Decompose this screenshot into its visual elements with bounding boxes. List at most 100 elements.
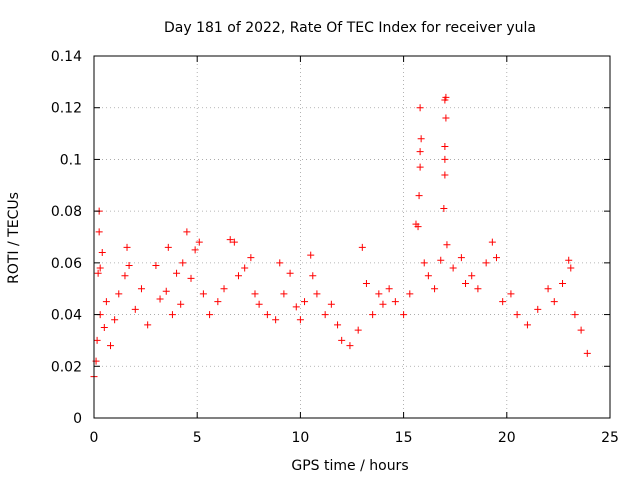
data-point: [276, 259, 284, 267]
data-point: [93, 336, 101, 344]
data-point: [442, 93, 450, 101]
data-point: [457, 254, 465, 262]
y-tick-label: 0: [73, 411, 82, 427]
data-point: [137, 285, 145, 293]
y-tick-label: 0.06: [51, 256, 82, 272]
data-point: [214, 298, 222, 306]
data-point: [115, 290, 123, 298]
data-point: [415, 192, 423, 200]
data-point: [309, 272, 317, 280]
data-point: [482, 259, 490, 267]
data-point: [559, 280, 567, 288]
data-point: [206, 311, 214, 319]
chart-title: Day 181 of 2022, Rate Of TEC Index for r…: [164, 20, 536, 36]
data-point: [107, 342, 115, 350]
data-point: [571, 311, 579, 319]
data-point: [334, 321, 342, 329]
data-point: [346, 342, 354, 350]
data-point: [183, 228, 191, 236]
data-point: [354, 326, 362, 334]
data-point: [121, 272, 129, 280]
data-point: [577, 326, 585, 334]
y-tick-label: 0.08: [51, 204, 82, 220]
data-point: [583, 349, 591, 357]
data-point: [162, 287, 170, 295]
data-point: [406, 290, 414, 298]
data-point: [234, 272, 242, 280]
data-point: [513, 311, 521, 319]
data-point: [431, 285, 439, 293]
data-point: [251, 290, 259, 298]
data-point: [523, 321, 531, 329]
data-point: [226, 236, 234, 244]
x-tick-label: 5: [193, 430, 202, 446]
data-point: [441, 143, 449, 150]
data-point: [152, 261, 160, 269]
data-point: [507, 290, 515, 298]
data-point: [292, 303, 300, 311]
data-point: [156, 295, 164, 303]
data-point: [416, 163, 424, 171]
data-point: [417, 135, 425, 143]
data-point: [441, 155, 449, 163]
y-tick-label: 0.02: [51, 359, 82, 375]
data-point: [100, 324, 108, 331]
data-point: [321, 311, 329, 319]
plot-frame: [93, 55, 611, 419]
data-point: [98, 249, 106, 257]
data-point: [416, 148, 424, 156]
data-point: [358, 243, 366, 251]
data-point: [440, 205, 448, 213]
data-point: [362, 280, 370, 288]
data-point: [96, 264, 104, 272]
y-tick-labels: 0 0.02 0.04 0.06 0.08 0.1 0.12 0.14: [51, 49, 82, 427]
x-tick-label: 20: [498, 430, 516, 446]
data-point: [550, 298, 558, 306]
x-tick-label: 25: [601, 430, 619, 446]
data-point: [95, 228, 103, 236]
data-point: [131, 305, 139, 313]
data-point: [272, 316, 280, 324]
x-tick-label: 15: [395, 430, 413, 446]
data-point: [102, 298, 110, 306]
x-tick-labels: 0 5 10 15 20 25: [90, 430, 619, 446]
data-point: [220, 285, 228, 293]
y-tick-label: 0.12: [51, 101, 82, 117]
data-point: [375, 290, 383, 298]
data-point: [492, 254, 500, 262]
data-point: [391, 298, 399, 306]
data-point: [443, 241, 451, 249]
data-point: [385, 285, 393, 293]
data-point: [474, 285, 482, 293]
x-axis-label: GPS time / hours: [291, 458, 408, 474]
data-point: [173, 269, 181, 277]
data-point: [369, 311, 377, 319]
data-point: [424, 272, 432, 280]
data-point: [94, 269, 102, 277]
data-point: [437, 256, 445, 264]
data-point: [442, 114, 450, 122]
data-point: [313, 290, 321, 298]
y-tick-label: 0.04: [51, 308, 82, 324]
data-point: [441, 171, 449, 179]
x-tick-label: 0: [90, 430, 99, 446]
data-point: [565, 256, 573, 264]
grid: [94, 56, 610, 418]
y-axis-label: ROTI / TECUs: [6, 192, 22, 284]
data-points: [90, 93, 591, 381]
data-point: [544, 285, 552, 293]
data-point: [255, 300, 263, 308]
data-point: [164, 243, 172, 251]
data-point: [191, 246, 199, 254]
data-point: [286, 269, 294, 277]
axis-ticks: [93, 55, 611, 419]
data-point: [449, 264, 457, 272]
data-point: [230, 238, 238, 246]
data-point: [379, 300, 387, 308]
data-point: [567, 264, 575, 272]
data-point: [499, 298, 507, 306]
data-point: [187, 274, 195, 282]
data-point: [111, 316, 119, 324]
y-tick-label: 0.14: [51, 49, 82, 65]
